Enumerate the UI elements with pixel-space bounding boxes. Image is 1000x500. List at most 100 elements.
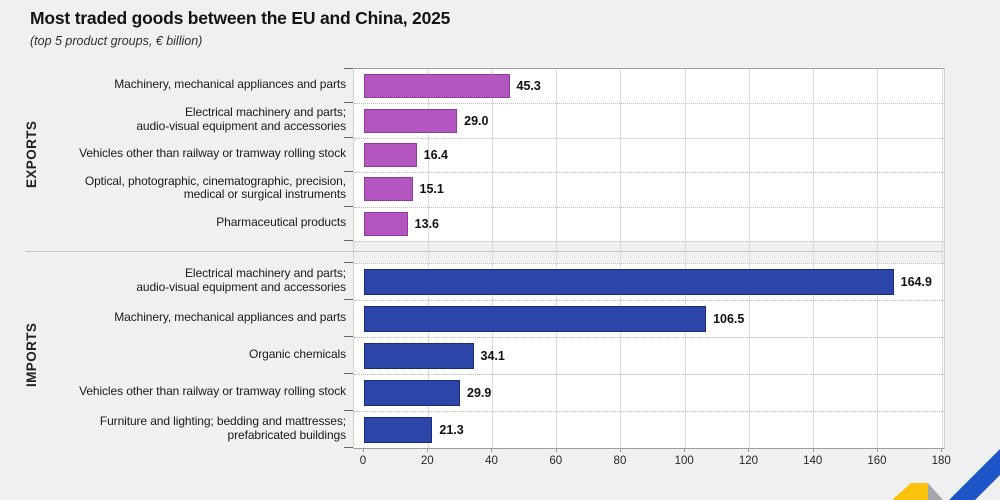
eurostat-logo-blue-slash bbox=[949, 449, 1000, 500]
x-axis-tick bbox=[684, 448, 686, 452]
value-label: 29.0 bbox=[464, 113, 489, 128]
x-axis-tick bbox=[555, 448, 557, 452]
gridline bbox=[556, 69, 558, 448]
bar-exports-1 bbox=[364, 108, 458, 133]
category-axis-tick bbox=[344, 171, 353, 173]
value-label: 13.6 bbox=[414, 216, 440, 231]
category-axis-tick bbox=[344, 373, 353, 374]
plot-area: 45.3 29.0 16.4 15.1 13.6 164.9 106.5 34.1 29.9 21… bbox=[353, 68, 945, 449]
category-label-line: Machinery, mechanical appliances and par… bbox=[114, 309, 346, 324]
bar-exports-2 bbox=[364, 143, 417, 167]
group-separator-line bbox=[25, 251, 943, 252]
category-label-line: Machinery, mechanical appliances and par… bbox=[114, 77, 346, 92]
x-axis-label: 100 bbox=[674, 455, 694, 467]
bar-imports-3 bbox=[364, 379, 461, 406]
bar-imports-0 bbox=[364, 268, 894, 295]
category-label-line: Furniture and lighting; bedding and matt… bbox=[99, 414, 346, 428]
category-axis-tick bbox=[344, 299, 353, 300]
x-axis-tick bbox=[491, 448, 493, 452]
eurostat-logo-gray-shape bbox=[928, 483, 943, 500]
row-separator-line bbox=[354, 103, 944, 105]
x-axis-tick bbox=[941, 448, 943, 452]
bar-exports-3 bbox=[364, 177, 413, 202]
category-label: Optical, photographic, cinematographic, … bbox=[20, 171, 346, 205]
x-axis-tick bbox=[748, 448, 750, 452]
category-label-line: prefabricated buildings bbox=[227, 427, 347, 442]
row-separator-line bbox=[354, 263, 944, 264]
x-axis-label: 40 bbox=[485, 455, 498, 467]
value-label: 45.3 bbox=[516, 79, 541, 94]
row-separator-line bbox=[354, 374, 944, 375]
category-label: Pharmaceutical products bbox=[20, 206, 346, 240]
category-label: Electrical machinery and parts; audio-vis… bbox=[20, 262, 346, 299]
value-label: 15.1 bbox=[419, 182, 444, 197]
category-label-line: Optical, photographic, cinematographic, … bbox=[84, 173, 346, 188]
category-label-line: Vehicles other than railway or tramway r… bbox=[79, 146, 346, 161]
row-separator-line bbox=[354, 137, 944, 139]
category-axis-tick bbox=[344, 102, 353, 104]
category-axis-tick bbox=[344, 262, 353, 263]
category-label-line: Electrical machinery and parts; bbox=[185, 266, 346, 280]
x-axis-label: 20 bbox=[420, 455, 434, 467]
category-label: Machinery, mechanical appliances and par… bbox=[20, 299, 346, 336]
eurostat-logo bbox=[892, 449, 1000, 500]
value-label: 164.9 bbox=[900, 274, 932, 289]
x-axis-tick bbox=[812, 448, 814, 452]
eurostat-logo-yellow-shape bbox=[892, 483, 928, 500]
bar-imports-1 bbox=[364, 305, 707, 332]
category-axis-tick bbox=[344, 447, 353, 448]
row-separator-line bbox=[354, 206, 944, 208]
category-axis-tick bbox=[344, 240, 353, 241]
x-axis-label: 160 bbox=[867, 455, 887, 467]
x-axis-tick bbox=[876, 448, 878, 452]
category-label: Furniture and lighting; bedding and matt… bbox=[20, 410, 346, 447]
value-label: 106.5 bbox=[713, 311, 745, 326]
category-label-line: audio-visual equipment and accessories bbox=[136, 279, 346, 294]
x-axis-label: 140 bbox=[803, 455, 823, 467]
x-axis-label: 80 bbox=[613, 455, 627, 467]
category-label-line: Organic chemicals bbox=[248, 346, 346, 361]
x-axis-tick bbox=[363, 448, 364, 452]
category-axis-tick bbox=[344, 336, 353, 337]
gridline bbox=[620, 69, 622, 448]
gridline bbox=[877, 69, 879, 448]
row-separator-line bbox=[354, 337, 944, 338]
row-separator-line bbox=[354, 172, 944, 174]
category-label: Machinery, mechanical appliances and par… bbox=[20, 68, 346, 102]
category-axis-tick bbox=[344, 410, 353, 411]
bar-exports-0 bbox=[364, 74, 510, 99]
category-label: Vehicles other than railway or tramway r… bbox=[20, 137, 346, 171]
x-axis-tick bbox=[427, 448, 429, 452]
gridline bbox=[941, 69, 943, 448]
value-label: 21.3 bbox=[439, 422, 464, 437]
x-axis-label: 60 bbox=[549, 455, 563, 467]
category-label: Electrical machinery and parts; audio-vis… bbox=[20, 102, 346, 136]
x-axis-label: 120 bbox=[738, 455, 759, 467]
gridline bbox=[684, 69, 686, 448]
category-axis-tick bbox=[344, 68, 353, 69]
category-label-line: Vehicles other than railway or tramway r… bbox=[79, 383, 346, 398]
gridline bbox=[491, 69, 493, 448]
category-label-line: medical or surgical instruments bbox=[183, 187, 346, 202]
value-label: 16.4 bbox=[423, 147, 449, 162]
x-axis-label: 0 bbox=[359, 455, 367, 467]
row-separator-line bbox=[354, 411, 944, 412]
bar-exports-4 bbox=[364, 211, 408, 236]
gridline bbox=[748, 69, 750, 448]
category-label-line: Pharmaceutical products bbox=[216, 215, 346, 230]
row-separator-line bbox=[354, 241, 944, 242]
category-label-line: Electrical machinery and parts; bbox=[185, 105, 346, 120]
x-axis-label: 180 bbox=[931, 455, 951, 467]
value-label: 29.9 bbox=[467, 385, 492, 400]
category-axis-tick bbox=[344, 205, 353, 207]
category-label-line: audio-visual equipment and accessories bbox=[136, 118, 346, 133]
gridline bbox=[813, 69, 815, 448]
value-label: 34.1 bbox=[480, 348, 505, 363]
category-label: Vehicles other than railway or tramway r… bbox=[20, 373, 346, 410]
bar-imports-4 bbox=[364, 416, 433, 443]
row-separator-line bbox=[354, 300, 944, 301]
category-axis-tick bbox=[344, 136, 353, 138]
category-label: Organic chemicals bbox=[20, 336, 346, 373]
